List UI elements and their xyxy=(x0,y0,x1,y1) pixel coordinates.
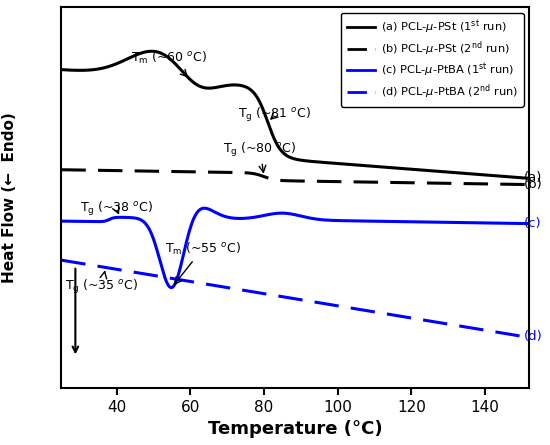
Text: (a): (a) xyxy=(524,171,542,184)
Text: (d): (d) xyxy=(524,330,542,343)
Text: (b): (b) xyxy=(524,178,542,191)
Text: (c): (c) xyxy=(524,217,541,230)
Text: T$_\mathrm{g}$ (~38 $^o$C): T$_\mathrm{g}$ (~38 $^o$C) xyxy=(80,200,153,218)
Text: T$_\mathrm{g}$ (~35 $^o$C): T$_\mathrm{g}$ (~35 $^o$C) xyxy=(65,271,138,296)
Text: T$_\mathrm{m}$ (~55 $^o$C): T$_\mathrm{m}$ (~55 $^o$C) xyxy=(164,241,241,284)
Legend: (a) PCL-$\mu$-PSt (1$^\mathrm{st}$ run), (b) PCL-$\mu$-PSt (2$^\mathrm{nd}$ run): (a) PCL-$\mu$-PSt (1$^\mathrm{st}$ run),… xyxy=(341,12,524,107)
Text: T$_\mathrm{g}$ (~80 $^o$C): T$_\mathrm{g}$ (~80 $^o$C) xyxy=(223,141,296,172)
X-axis label: Temperature (°C): Temperature (°C) xyxy=(208,420,383,438)
Text: Heat Flow (←  Endo): Heat Flow (← Endo) xyxy=(2,112,18,283)
Text: T$_\mathrm{g}$ (~81 $^o$C): T$_\mathrm{g}$ (~81 $^o$C) xyxy=(238,106,311,125)
Text: T$_\mathrm{m}$ (~60 $^o$C): T$_\mathrm{m}$ (~60 $^o$C) xyxy=(131,50,207,77)
